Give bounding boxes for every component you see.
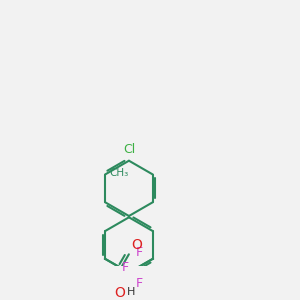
Text: O: O xyxy=(115,286,125,300)
Text: F: F xyxy=(135,246,142,259)
Text: CH₃: CH₃ xyxy=(110,168,129,178)
Text: F: F xyxy=(121,261,128,274)
Text: F: F xyxy=(135,277,142,290)
Text: H: H xyxy=(127,287,135,297)
Text: Cl: Cl xyxy=(123,143,135,156)
Text: O: O xyxy=(131,238,142,252)
